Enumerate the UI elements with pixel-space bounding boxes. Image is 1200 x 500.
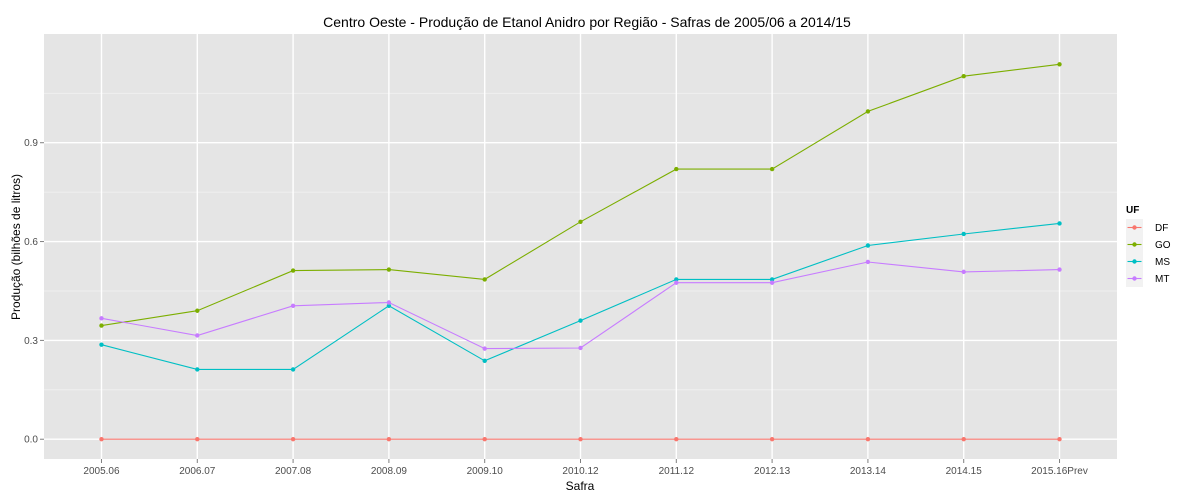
- x-tick-label: 2015.16Prev: [1031, 466, 1088, 477]
- legend-title: UF: [1126, 205, 1139, 216]
- legend-key-point: [1132, 276, 1137, 281]
- data-point-ms: [865, 243, 871, 248]
- data-point-ms: [769, 277, 775, 282]
- data-point-df: [1057, 437, 1062, 442]
- data-point-go: [865, 109, 871, 114]
- data-point-mt: [290, 303, 296, 309]
- data-point-mt: [1057, 267, 1062, 272]
- chart-title: Centro Oeste - Produção de Etanol Anidro…: [323, 14, 851, 30]
- legend-key-point: [1132, 242, 1137, 247]
- x-tick-label: 2005.06: [83, 466, 120, 477]
- data-point-go: [386, 267, 392, 272]
- data-point-go: [769, 166, 775, 172]
- major-gridlines: [44, 34, 1117, 459]
- data-point-df: [386, 437, 392, 442]
- data-point-mt: [769, 280, 775, 285]
- data-point-go: [674, 166, 679, 172]
- x-tick-label: 2011.12: [659, 466, 695, 477]
- data-point-df: [578, 437, 583, 442]
- data-point-mt: [578, 345, 583, 351]
- data-point-df: [290, 437, 296, 442]
- y-tick-label: 0.6: [24, 237, 38, 248]
- legend-item-df: DF: [1126, 219, 1168, 236]
- data-point-mt: [865, 259, 871, 265]
- data-point-ms: [195, 367, 200, 372]
- series-df: [99, 437, 1062, 442]
- legend-key-point: [1132, 225, 1137, 230]
- data-point-mt: [99, 316, 104, 321]
- x-axis: 2005.06 2006.07 2007.08 2008.09 2009.10 2010.…: [83, 459, 1088, 477]
- x-tick-label: 2010.12: [562, 466, 599, 477]
- x-tick-label: 2012.13: [754, 466, 791, 477]
- data-point-go: [195, 308, 200, 313]
- y-tick-label: 0.9: [24, 138, 38, 149]
- data-point-go: [578, 219, 583, 224]
- data-point-mt: [482, 346, 487, 351]
- y-tick-label: 0.0: [24, 435, 38, 446]
- data-point-df: [482, 437, 487, 442]
- series-mt: [99, 259, 1062, 351]
- data-point-df: [769, 437, 775, 442]
- data-point-df: [195, 437, 200, 442]
- data-point-ms: [578, 318, 583, 323]
- data-point-ms: [290, 367, 296, 372]
- data-point-go: [99, 323, 104, 328]
- data-point-ms: [482, 358, 487, 364]
- x-tick-label: 2013.14: [850, 466, 887, 477]
- legend-label: DF: [1155, 223, 1168, 234]
- data-point-mt: [674, 280, 679, 285]
- x-tick-label: 2014.15: [946, 466, 983, 477]
- x-tick-label: 2007.08: [275, 466, 312, 477]
- legend-label: MS: [1155, 257, 1170, 268]
- y-axis: 0.0 0.3 0.6 0.9: [24, 138, 44, 446]
- x-tick-label: 2009.10: [467, 466, 504, 477]
- x-tick-label: 2008.09: [371, 466, 408, 477]
- data-point-mt: [195, 333, 200, 338]
- data-point-ms: [1057, 221, 1062, 226]
- y-tick-label: 0.3: [24, 336, 38, 347]
- data-point-df: [865, 437, 871, 442]
- data-point-go: [961, 73, 966, 79]
- data-point-df: [99, 437, 104, 442]
- x-tick-label: 2006.07: [179, 466, 216, 477]
- legend-label: MT: [1155, 274, 1169, 285]
- data-point-df: [961, 437, 966, 442]
- legend-item-ms: MS: [1126, 253, 1170, 270]
- data-point-ms: [99, 342, 104, 347]
- legend-item-mt: MT: [1126, 270, 1169, 287]
- data-point-mt: [961, 269, 966, 275]
- series-go: [99, 62, 1062, 328]
- legend-label: GO: [1155, 240, 1171, 251]
- series-layer: [99, 62, 1062, 442]
- data-point-ms: [674, 277, 679, 282]
- legend-item-go: GO: [1126, 236, 1171, 253]
- series-ms: [99, 221, 1062, 372]
- data-point-ms: [386, 303, 392, 309]
- data-point-df: [674, 437, 679, 442]
- data-point-go: [1057, 62, 1062, 67]
- legend-key-point: [1132, 259, 1137, 264]
- y-axis-title: Produção (bilhões de litros): [9, 174, 23, 320]
- legend: UF DF GO MS MT: [1126, 205, 1171, 287]
- data-point-go: [482, 277, 487, 282]
- data-point-go: [290, 268, 296, 273]
- data-point-ms: [961, 231, 966, 237]
- data-point-mt: [386, 300, 392, 305]
- x-axis-title: Safra: [566, 479, 595, 493]
